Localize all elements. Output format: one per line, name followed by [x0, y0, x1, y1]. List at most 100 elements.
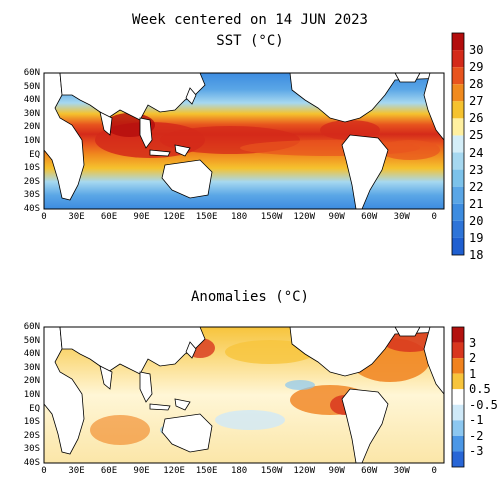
anomaly-landmasses [43, 326, 445, 464]
colorbar-swatch [452, 67, 464, 85]
lon-label: 0 [431, 466, 437, 476]
lat-label: 50N [23, 335, 40, 346]
lon-label: 30E [68, 466, 85, 476]
lon-label: 60E [100, 466, 118, 476]
lat-label: 10S [23, 163, 40, 174]
colorbar-label: -0.5 [469, 397, 498, 412]
colorbar-label: 0.5 [469, 382, 491, 397]
lon-label: 30W [393, 212, 410, 222]
lat-label: EQ [29, 403, 40, 414]
colorbar-swatch [452, 237, 464, 255]
anomaly-colorbar [451, 326, 465, 468]
lon-label: 120E [163, 466, 185, 476]
colorbar-label: 27 [469, 94, 484, 109]
colorbar-label: 29 [469, 60, 484, 75]
lat-label: 30N [23, 108, 40, 119]
lon-label: 120E [163, 212, 185, 222]
lon-label: 90E [133, 466, 150, 476]
anomaly-frame [43, 326, 445, 464]
sst-landmasses [43, 72, 445, 210]
colorbar-swatch [452, 451, 464, 467]
lat-label: 40N [23, 95, 40, 106]
colorbar-swatch [452, 101, 464, 119]
lat-label: 10N [23, 136, 40, 146]
lon-label: 150W [260, 466, 283, 476]
colorbar-swatch [452, 84, 464, 102]
lat-label: 30S [23, 444, 40, 455]
lon-label: 90E [133, 212, 150, 222]
colorbar-label: 28 [469, 77, 484, 92]
sst-frame [43, 72, 445, 210]
lat-label: 20N [23, 376, 40, 387]
anomaly-ocean [44, 327, 444, 463]
lon-label: 180 [230, 466, 248, 476]
colorbar-label: 1 [469, 366, 477, 381]
colorbar-swatch [452, 358, 464, 374]
lon-label: 150E [195, 466, 218, 476]
lat-label: 50N [23, 81, 40, 92]
lon-label: 0 [431, 212, 437, 222]
lat-label: 60N [23, 322, 40, 332]
lon-label: 0 [41, 466, 47, 476]
lat-label: 20N [23, 122, 40, 133]
colorbar-label: 24 [469, 145, 484, 160]
lat-label: 40N [23, 349, 40, 360]
colorbar-label: 21 [469, 196, 484, 211]
colorbar-label: 23 [469, 162, 484, 177]
colorbar-swatch [452, 389, 464, 405]
lon-label: 150W [260, 212, 283, 222]
colorbar-swatch [452, 169, 464, 187]
colorbar-label: 18 [469, 248, 484, 262]
lat-label: 10S [23, 417, 40, 428]
lat-label: 40S [23, 458, 40, 468]
colorbar-label: 19 [469, 230, 484, 245]
colorbar-label: -1 [469, 413, 484, 428]
colorbar-label: 30 [469, 43, 484, 58]
colorbar-swatch [452, 373, 464, 390]
colorbar-swatch [452, 342, 464, 359]
colorbar-swatch [452, 135, 464, 153]
colorbar-label: 25 [469, 128, 484, 143]
colorbar-swatch [452, 50, 464, 68]
colorbar-swatch [452, 435, 464, 452]
lon-label: 90W [328, 466, 345, 476]
colorbar-label: 3 [469, 335, 477, 350]
colorbar-label: 26 [469, 111, 484, 126]
colorbar-label: 2 [469, 351, 477, 366]
lon-label: 0 [41, 212, 47, 222]
colorbar-swatch [452, 404, 464, 421]
colorbar-swatch [452, 152, 464, 170]
colorbar-label: -3 [469, 444, 484, 459]
lat-label: 60N [23, 68, 40, 78]
colorbar-swatch [452, 327, 464, 343]
colorbar-label: 20 [469, 213, 484, 228]
lon-label: 90W [328, 212, 345, 222]
colorbar-swatch [452, 220, 464, 238]
colorbar-label: 22 [469, 179, 484, 194]
lon-label: 150E [195, 212, 218, 222]
lat-label: EQ [29, 149, 40, 160]
sst-subtitle: SST (°C) [216, 33, 284, 49]
colorbar-swatch [452, 420, 464, 436]
colorbar-swatch [452, 186, 464, 204]
lon-label: 60E [100, 212, 118, 222]
lon-label: 120W [293, 212, 315, 222]
lat-label: 10N [23, 390, 40, 400]
lat-label: 40S [23, 204, 40, 214]
lat-label: 20S [23, 430, 40, 441]
chart-title: Week centered on 14 JUN 2023 [131, 12, 368, 28]
lon-label: 120W [293, 466, 315, 476]
colorbar-swatch [452, 118, 464, 136]
sst-ocean [44, 73, 444, 209]
sst-colorbar [451, 32, 465, 256]
lon-label: 60W [361, 212, 378, 222]
lon-label: 30W [393, 466, 410, 476]
lat-label: 20S [23, 176, 40, 187]
lat-label: 30N [23, 362, 40, 373]
lat-label: 30S [23, 190, 40, 201]
anomaly-subtitle: Anomalies (°C) [190, 289, 309, 305]
colorbar-swatch [452, 203, 464, 221]
colorbar-label: -2 [469, 428, 484, 443]
lon-label: 30E [68, 212, 85, 222]
